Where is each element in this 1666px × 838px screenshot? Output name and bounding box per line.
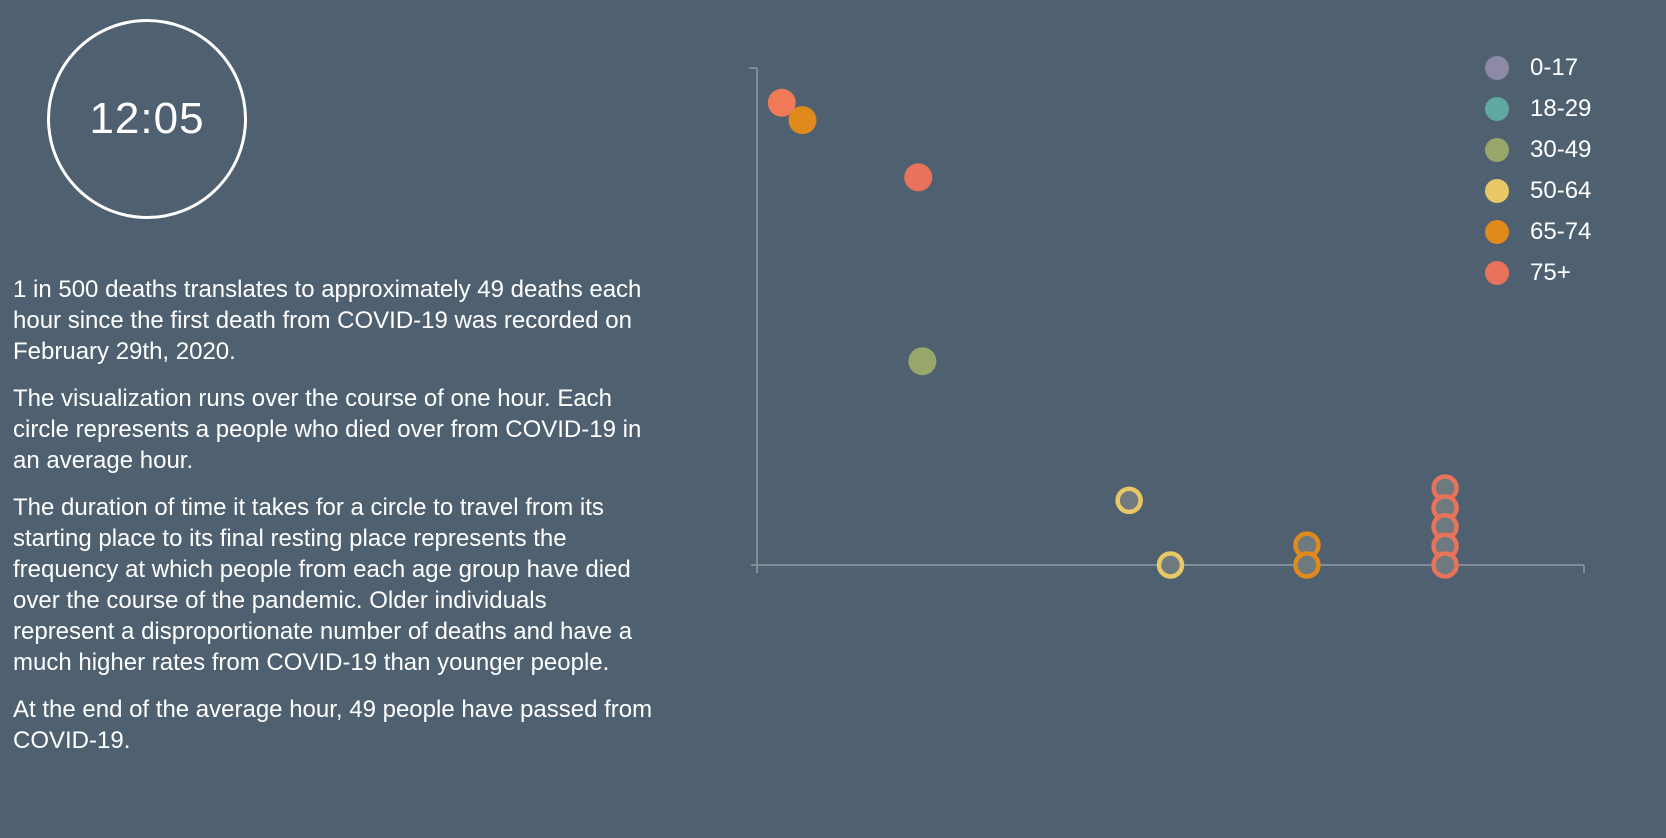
legend-item-30-49: 30-49 [1485,129,1591,170]
legend-swatch [1485,96,1509,121]
legend-label: 18-29 [1530,94,1592,122]
description-paragraph: At the end of the average hour, 49 peopl… [13,696,653,754]
legend-label: 50-64 [1530,176,1592,204]
description-paragraph: The duration of time it takes for a circ… [13,494,633,676]
description-paragraph: The visualization runs over the course o… [13,385,642,474]
chart-axes [749,67,1585,573]
data-point-moving [908,347,937,376]
data-point-resting [1156,551,1185,579]
clock: 12:05 [47,19,247,219]
legend-item-75-plus: 75+ [1485,252,1591,293]
legend-swatch [1485,55,1509,80]
legend-item-50-64: 50-64 [1485,170,1591,211]
legend-label: 65-74 [1530,217,1592,245]
legend-item-65-74: 65-74 [1485,211,1591,252]
data-point-resting [1115,486,1143,515]
description-paragraph: 1 in 500 deaths translates to approximat… [13,276,642,365]
chart-points [767,88,1459,579]
legend-swatch [1485,178,1509,203]
data-point-moving [904,163,933,192]
legend-swatch [1485,260,1509,285]
data-point-resting [1293,551,1321,579]
chart-legend: 0-17 18-29 30-49 50-64 65-74 75+ [1485,47,1591,293]
legend-swatch [1485,137,1509,162]
description-panel: 1 in 500 deaths translates to approximat… [13,274,653,772]
legend-item-0-17: 0-17 [1485,47,1591,88]
data-point-resting [1431,551,1459,579]
legend-label: 0-17 [1530,53,1579,81]
data-point-moving [767,88,796,117]
legend-swatch [1485,219,1509,244]
data-point-moving [788,106,817,135]
legend-label: 30-49 [1530,135,1592,163]
legend-label: 75+ [1530,258,1571,286]
legend-item-18-29: 18-29 [1485,88,1591,129]
clock-time: 12:05 [89,94,205,143]
